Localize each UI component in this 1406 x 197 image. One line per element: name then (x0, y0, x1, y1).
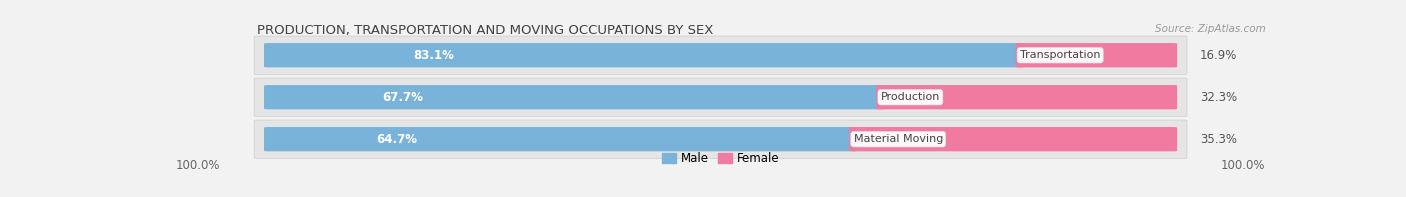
FancyBboxPatch shape (264, 85, 884, 109)
Text: 35.3%: 35.3% (1201, 133, 1237, 146)
Legend: Male, Female: Male, Female (657, 147, 785, 169)
FancyBboxPatch shape (849, 127, 1177, 151)
FancyBboxPatch shape (876, 85, 1177, 109)
Text: Material Moving: Material Moving (853, 134, 943, 144)
Text: Production: Production (880, 92, 941, 102)
Text: 64.7%: 64.7% (377, 133, 418, 146)
Text: Source: ZipAtlas.com: Source: ZipAtlas.com (1154, 24, 1265, 34)
Text: 32.3%: 32.3% (1201, 91, 1237, 104)
Text: 83.1%: 83.1% (413, 49, 454, 62)
FancyBboxPatch shape (264, 43, 1025, 67)
Text: 100.0%: 100.0% (1220, 159, 1265, 172)
Text: PRODUCTION, TRANSPORTATION AND MOVING OCCUPATIONS BY SEX: PRODUCTION, TRANSPORTATION AND MOVING OC… (257, 24, 714, 37)
FancyBboxPatch shape (1015, 43, 1177, 67)
FancyBboxPatch shape (264, 127, 858, 151)
FancyBboxPatch shape (254, 36, 1187, 74)
Text: 67.7%: 67.7% (382, 91, 423, 104)
FancyBboxPatch shape (254, 120, 1187, 158)
Text: 100.0%: 100.0% (176, 159, 221, 172)
Text: 16.9%: 16.9% (1201, 49, 1237, 62)
FancyBboxPatch shape (254, 78, 1187, 116)
Text: Transportation: Transportation (1019, 50, 1101, 60)
